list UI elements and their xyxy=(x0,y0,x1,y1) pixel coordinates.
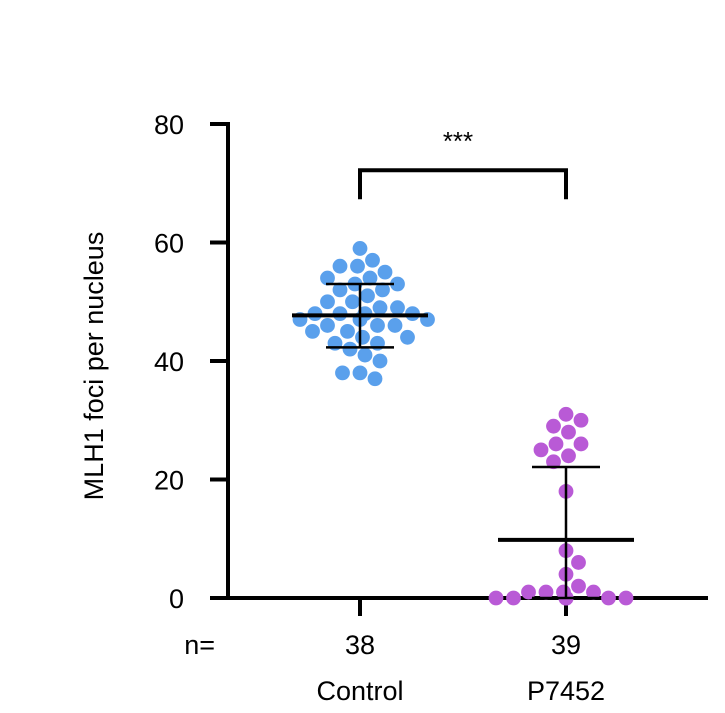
data-point-control-3 xyxy=(332,258,348,274)
data-point-p7452-16 xyxy=(586,584,601,600)
data-point-control-29 xyxy=(400,329,415,345)
labels: MLH1 foci per nucleus n= *** 38 39 Contr… xyxy=(79,126,605,706)
y-tick-label-60: 60 xyxy=(154,229,184,259)
data-point-control-10 xyxy=(375,282,390,298)
data-point-control-8 xyxy=(390,276,405,292)
data-point-p7452-17 xyxy=(521,584,536,600)
data-point-control-32 xyxy=(342,341,358,357)
data-point-p7452-11 xyxy=(571,555,586,570)
data-point-control-2 xyxy=(350,258,365,274)
data-point-p7452-8 xyxy=(546,454,561,470)
n-count-control: 38 xyxy=(345,630,375,660)
data-point-p7452-13 xyxy=(571,578,586,594)
data-point-p7452-0 xyxy=(558,406,574,422)
data-point-control-4 xyxy=(377,264,393,280)
data-point-control-37 xyxy=(367,371,383,387)
group-label-p7452: P7452 xyxy=(527,676,605,706)
data-point-control-23 xyxy=(370,318,385,333)
data-point-control-33 xyxy=(357,347,373,363)
y-axis-title: MLH1 foci per nucleus xyxy=(79,232,109,501)
data-point-p7452-2 xyxy=(546,418,561,434)
data-point-p7452-19 xyxy=(506,590,521,606)
n-prefix-label: n= xyxy=(184,630,215,660)
summary-bars xyxy=(292,282,634,600)
data-point-p7452-1 xyxy=(573,412,589,428)
data-point-control-1 xyxy=(365,252,380,268)
data-point-p7452-18 xyxy=(601,590,616,606)
data-point-control-14 xyxy=(372,300,388,316)
data-point-control-28 xyxy=(355,329,370,345)
data-point-control-34 xyxy=(372,353,388,369)
significance-label: *** xyxy=(443,126,473,156)
data-point-control-13 xyxy=(320,294,335,310)
data-point-control-25 xyxy=(387,318,403,333)
data-point-control-9 xyxy=(332,282,348,298)
data-point-p7452-3 xyxy=(561,424,576,440)
data-point-control-11 xyxy=(360,288,375,304)
data-point-control-26 xyxy=(340,323,355,339)
data-point-p7452-6 xyxy=(533,442,549,458)
data-point-control-15 xyxy=(390,300,405,316)
data-points xyxy=(292,241,634,606)
data-point-p7452-15 xyxy=(538,584,554,600)
data-point-control-0 xyxy=(352,241,368,256)
y-tick-label-80: 80 xyxy=(154,110,184,140)
y-ticks: 0 20 40 60 80 xyxy=(154,110,228,614)
data-point-control-27 xyxy=(305,323,320,339)
y-tick-label-40: 40 xyxy=(154,347,184,377)
group-label-control: Control xyxy=(316,676,403,706)
data-point-control-35 xyxy=(352,365,368,381)
data-point-control-12 xyxy=(345,294,360,310)
n-count-p7452: 39 xyxy=(551,630,581,660)
data-point-control-6 xyxy=(320,270,335,286)
data-point-p7452-4 xyxy=(548,436,564,452)
significance-bracket xyxy=(358,168,568,200)
data-point-p7452-7 xyxy=(561,448,576,464)
data-point-control-5 xyxy=(362,270,378,286)
data-point-p7452-5 xyxy=(573,436,589,452)
y-tick-label-20: 20 xyxy=(154,466,184,496)
data-point-p7452-21 xyxy=(488,590,504,606)
axes xyxy=(226,122,708,616)
y-tick-label-0: 0 xyxy=(169,584,184,614)
data-point-control-24 xyxy=(320,318,335,333)
data-point-p7452-20 xyxy=(618,590,634,606)
data-point-control-36 xyxy=(335,365,350,381)
